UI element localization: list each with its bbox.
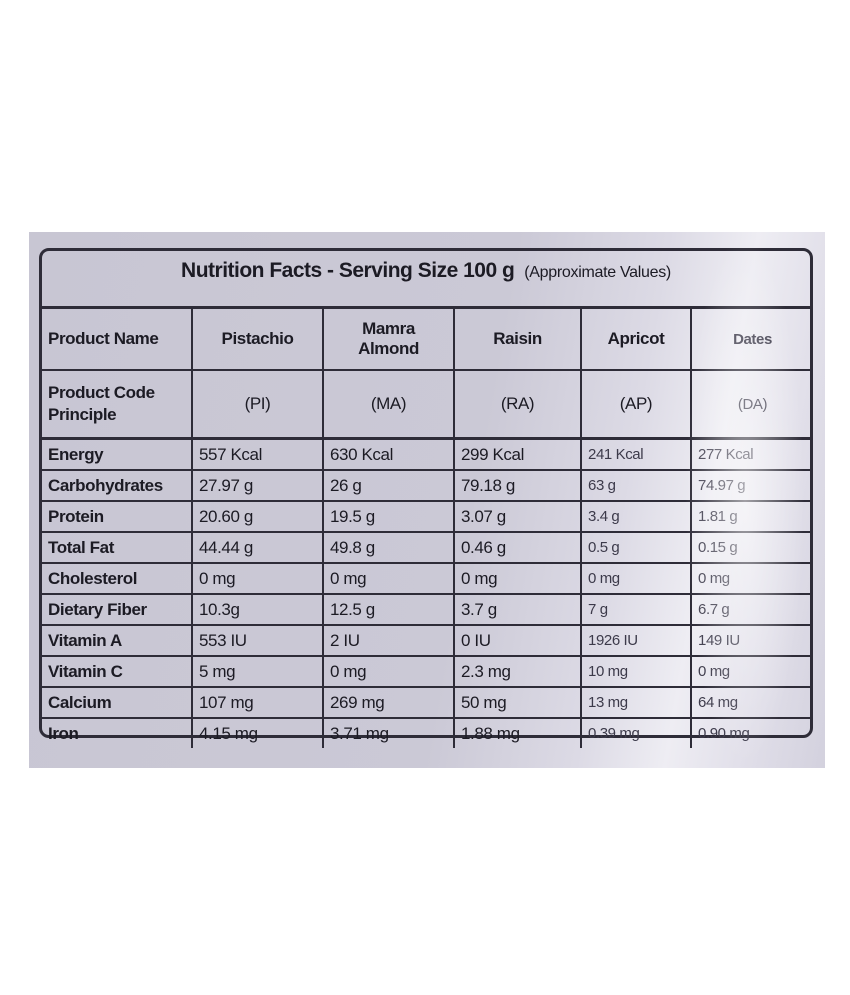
code-ra: (RA) bbox=[453, 369, 582, 439]
nutrient-label: Energy bbox=[42, 437, 193, 471]
nutrient-label: Carbohydrates bbox=[42, 469, 193, 502]
nutrient-label: Iron bbox=[42, 717, 193, 748]
nutrient-value: 269 mg bbox=[322, 686, 455, 719]
nutrient-value: 1926 IU bbox=[580, 624, 692, 657]
nutrition-facts-panel: Nutrition Facts - Serving Size 100 g (Ap… bbox=[39, 248, 813, 748]
nutrient-row: Protein 20.60 g 19.5 g 3.07 g 3.4 g 1.81 g bbox=[42, 500, 813, 533]
nutrient-value: 299 Kcal bbox=[453, 437, 582, 471]
nutrient-value: 0 mg bbox=[580, 562, 692, 595]
nutrient-value: 0 mg bbox=[322, 562, 455, 595]
nutrition-table: Product Name Pistachio Mamra Almond Rais… bbox=[42, 306, 813, 748]
nutrient-value: 44.44 g bbox=[191, 531, 324, 564]
product-raisin: Raisin bbox=[453, 306, 582, 371]
nutrient-value: 3.07 g bbox=[453, 500, 582, 533]
nutrient-value: 0 mg bbox=[191, 562, 324, 595]
nutrient-value: 19.5 g bbox=[322, 500, 455, 533]
nutrient-row: Carbohydrates 27.97 g 26 g 79.18 g 63 g 74.97… bbox=[42, 469, 813, 502]
product-code-label: Product Code Principle bbox=[42, 369, 193, 439]
nutrient-value: 1.88 mg bbox=[453, 717, 582, 748]
nutrient-value: 557 Kcal bbox=[191, 437, 324, 471]
nutrient-value: 2 IU bbox=[322, 624, 455, 657]
nutrient-value: 7 g bbox=[580, 593, 692, 626]
nutrient-value: 2.3 mg bbox=[453, 655, 582, 688]
nutrient-label: Vitamin A bbox=[42, 624, 193, 657]
nutrient-value: 27.97 g bbox=[191, 469, 324, 502]
nutrient-value: 12.5 g bbox=[322, 593, 455, 626]
nutrient-value: 0 mg bbox=[690, 562, 813, 595]
nutrient-value: 49.8 g bbox=[322, 531, 455, 564]
nutrient-rows: Energy 557 Kcal 630 Kcal 299 Kcal 241 Kcal 27… bbox=[42, 437, 813, 748]
nutrient-value: 630 Kcal bbox=[322, 437, 455, 471]
nutrient-value: 50 mg bbox=[453, 686, 582, 719]
nutrient-value: 13 mg bbox=[580, 686, 692, 719]
nutrient-value: 241 Kcal bbox=[580, 437, 692, 471]
nutrient-value: 20.60 g bbox=[191, 500, 324, 533]
nutrient-value: 4.15 mg bbox=[191, 717, 324, 748]
nutrient-value: 553 IU bbox=[191, 624, 324, 657]
nutrient-value: 0.46 g bbox=[453, 531, 582, 564]
nutrient-row: Iron 4.15 mg 3.71 mg 1.88 mg 0.39 mg 0.90 mg bbox=[42, 717, 813, 748]
nutrient-value: 10 mg bbox=[580, 655, 692, 688]
nutrient-value: 277 Kcal bbox=[690, 437, 813, 471]
nutrient-value: 149 IU bbox=[690, 624, 813, 657]
nutrient-label: Calcium bbox=[42, 686, 193, 719]
nutrient-value: 3.7 g bbox=[453, 593, 582, 626]
nutrient-value: 10.3g bbox=[191, 593, 324, 626]
product-dates: Dates bbox=[690, 306, 813, 371]
product-mamra-almond: Mamra Almond bbox=[322, 306, 455, 371]
nutrient-value: 3.4 g bbox=[580, 500, 692, 533]
nutrient-value: 0.90 mg bbox=[690, 717, 813, 748]
product-apricot: Apricot bbox=[580, 306, 692, 371]
code-ma: (MA) bbox=[322, 369, 455, 439]
nutrient-row: Calcium 107 mg 269 mg 50 mg 13 mg 64 mg bbox=[42, 686, 813, 719]
nutrient-value: 79.18 g bbox=[453, 469, 582, 502]
title-sub: (Approximate Values) bbox=[524, 264, 671, 281]
nutrient-value: 63 g bbox=[580, 469, 692, 502]
nutrient-value: 0 mg bbox=[322, 655, 455, 688]
nutrient-value: 0 IU bbox=[453, 624, 582, 657]
product-name-label: Product Name bbox=[42, 306, 193, 371]
nutrient-label: Vitamin C bbox=[42, 655, 193, 688]
nutrient-value: 0 mg bbox=[453, 562, 582, 595]
nutrient-label: Dietary Fiber bbox=[42, 593, 193, 626]
code-pi: (PI) bbox=[191, 369, 324, 439]
nutrient-value: 5 mg bbox=[191, 655, 324, 688]
nutrient-value: 3.71 mg bbox=[322, 717, 455, 748]
nutrient-label: Cholesterol bbox=[42, 562, 193, 595]
nutrition-title: Nutrition Facts - Serving Size 100 g (Ap… bbox=[42, 259, 810, 305]
product-header-row: Product Name Pistachio Mamra Almond Rais… bbox=[42, 306, 813, 371]
nutrient-value: 0 mg bbox=[690, 655, 813, 688]
product-code-row: Product Code Principle (PI) (MA) (RA) (A… bbox=[42, 369, 813, 439]
nutrient-value: 0.5 g bbox=[580, 531, 692, 564]
product-pistachio: Pistachio bbox=[191, 306, 324, 371]
nutrient-value: 74.97 g bbox=[690, 469, 813, 502]
nutrient-value: 0.39 mg bbox=[580, 717, 692, 748]
nutrient-row: Total Fat 44.44 g 49.8 g 0.46 g 0.5 g 0.15 g bbox=[42, 531, 813, 564]
nutrient-row: Vitamin A 553 IU 2 IU 0 IU 1926 IU 149 IU bbox=[42, 624, 813, 657]
nutrient-value: 107 mg bbox=[191, 686, 324, 719]
nutrient-row: Energy 557 Kcal 630 Kcal 299 Kcal 241 Kcal 27… bbox=[42, 437, 813, 471]
title-main: Nutrition Facts - Serving Size 100 g bbox=[181, 259, 515, 282]
nutrient-value: 6.7 g bbox=[690, 593, 813, 626]
nutrient-value: 1.81 g bbox=[690, 500, 813, 533]
nutrient-row: Cholesterol 0 mg 0 mg 0 mg 0 mg 0 mg bbox=[42, 562, 813, 595]
code-da: (DA) bbox=[690, 369, 813, 439]
nutrition-label-photo: Nutrition Facts - Serving Size 100 g (Ap… bbox=[29, 232, 825, 768]
nutrient-label: Total Fat bbox=[42, 531, 193, 564]
nutrient-label: Protein bbox=[42, 500, 193, 533]
code-ap: (AP) bbox=[580, 369, 692, 439]
nutrient-value: 26 g bbox=[322, 469, 455, 502]
nutrient-value: 0.15 g bbox=[690, 531, 813, 564]
nutrient-value: 64 mg bbox=[690, 686, 813, 719]
